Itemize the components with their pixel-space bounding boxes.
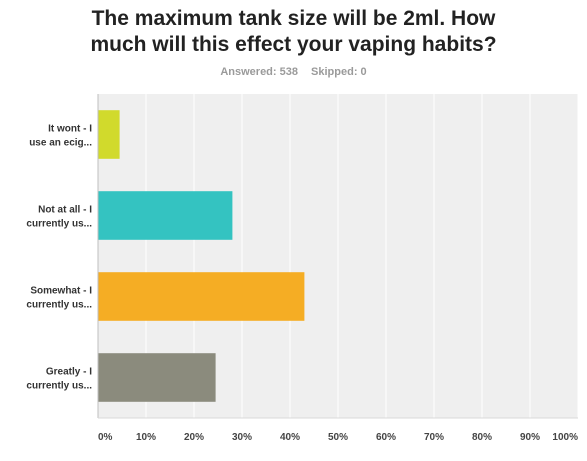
bar — [98, 191, 233, 240]
x-tick-label: 90% — [520, 432, 540, 443]
x-tick-label: 0% — [98, 432, 113, 443]
x-tick-label: 30% — [232, 432, 252, 443]
category-label-line: Not at all - I — [38, 205, 92, 216]
x-tick-label: 100% — [552, 432, 578, 443]
category-label: Somewhat - I currently us... — [26, 286, 92, 311]
category-label-line: currently us... — [26, 219, 92, 230]
category-label-line: It wont - I — [48, 124, 92, 135]
bar — [98, 110, 120, 159]
x-tick-label: 70% — [424, 432, 444, 443]
bar — [98, 272, 305, 321]
category-label-line: use an ecig... — [29, 138, 92, 149]
chart-title: The maximum tank size will be 2ml. How m… — [0, 6, 587, 58]
answered-count: Answered: 538 — [220, 66, 298, 78]
x-tick-label: 50% — [328, 432, 348, 443]
x-tick-label: 80% — [472, 432, 492, 443]
skipped-count: Skipped: 0 — [311, 66, 367, 78]
x-tick-label: 10% — [136, 432, 156, 443]
category-label-line: Greatly - I — [46, 367, 92, 378]
category-label: Not at all - I currently us... — [26, 205, 92, 230]
category-label: Greatly - I currently us... — [26, 367, 92, 392]
chart-title-line-2: much will this effect your vaping habits… — [90, 33, 497, 56]
category-label-line: currently us... — [26, 300, 92, 311]
category-label-line: currently us... — [26, 381, 92, 392]
x-tick-label: 20% — [184, 432, 204, 443]
category-label: It wont - I use an ecig... — [29, 124, 92, 149]
x-tick-label: 60% — [376, 432, 396, 443]
chart-title-line-1: The maximum tank size will be 2ml. How — [91, 7, 496, 30]
category-label-line: Somewhat - I — [30, 286, 92, 297]
x-tick-label: 40% — [280, 432, 300, 443]
bar — [98, 353, 216, 402]
response-summary: Answered: 538 Skipped: 0 — [0, 66, 587, 78]
